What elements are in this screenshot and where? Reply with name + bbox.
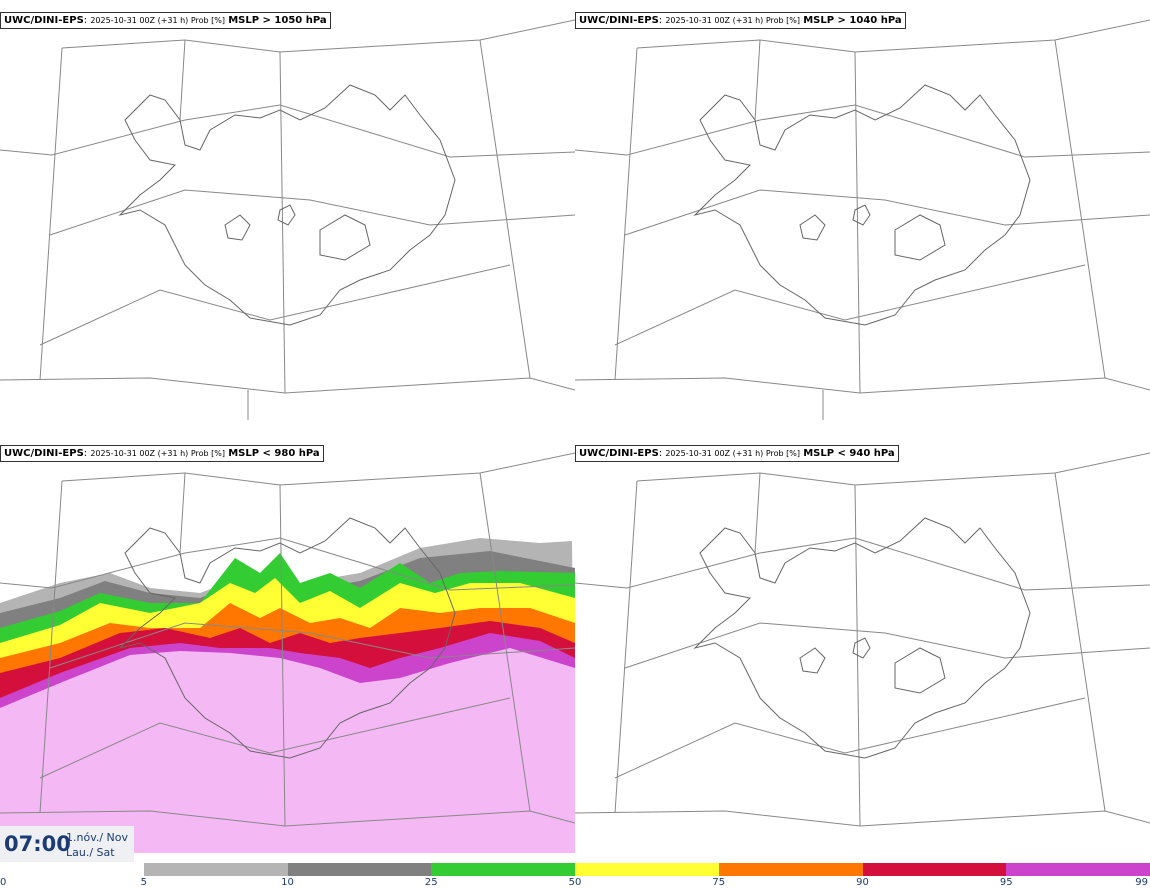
colorbar-tick-label: 0 bbox=[0, 877, 7, 888]
threshold-label: MSLP < 980 hPa bbox=[228, 448, 320, 459]
colorbar-segment bbox=[143, 863, 288, 876]
colorbar-segment bbox=[575, 863, 719, 876]
colorbar-segment bbox=[0, 863, 144, 876]
colorbar-tick-label: 75 bbox=[712, 877, 726, 888]
model-name: UWC/DINI-EPS bbox=[579, 448, 659, 459]
map-panel-mslp-1050: UWC/DINI-EPS: 2025-10-31 00Z (+31 h) Pro… bbox=[0, 0, 575, 430]
panel-title: UWC/DINI-EPS: 2025-10-31 00Z (+31 h) Pro… bbox=[0, 12, 331, 29]
colorbar-tick-label: 90 bbox=[856, 877, 869, 888]
map-canvas bbox=[0, 452, 575, 853]
colorbar-segment bbox=[431, 863, 575, 876]
colorbar-tick-label: 50 bbox=[568, 877, 582, 888]
run-info: 2025-10-31 00Z (+31 h) Prob [%] bbox=[90, 449, 226, 458]
run-info: 2025-10-31 00Z (+31 h) Prob [%] bbox=[665, 449, 801, 458]
threshold-label: MSLP < 940 hPa bbox=[803, 448, 895, 459]
probability-colorbar: 0 5 10 25 50 75 90 95 99 bbox=[0, 863, 1150, 891]
colorbar-segment bbox=[1006, 863, 1150, 876]
valid-time-box: 07:00 1.nóv./ Nov Lau./ Sat bbox=[0, 826, 134, 862]
run-info: 2025-10-31 00Z (+31 h) Prob [%] bbox=[665, 16, 801, 25]
colorbar-tick-label: 99 bbox=[1135, 877, 1148, 888]
model-name: UWC/DINI-EPS bbox=[4, 15, 84, 26]
colorbar-tick-label: 25 bbox=[424, 877, 438, 888]
valid-time: 07:00 bbox=[4, 832, 71, 856]
valid-date-line2: Lau./ Sat bbox=[66, 846, 115, 859]
panel-title: UWC/DINI-EPS: 2025-10-31 00Z (+31 h) Pro… bbox=[575, 445, 899, 462]
map-panel-mslp-1040: UWC/DINI-EPS: 2025-10-31 00Z (+31 h) Pro… bbox=[575, 0, 1150, 430]
valid-date-line1: 1.nóv./ Nov bbox=[66, 831, 129, 844]
colorbar-segment bbox=[718, 863, 863, 876]
model-name: UWC/DINI-EPS bbox=[4, 448, 84, 459]
map-panel-mslp-980: UWC/DINI-EPS: 2025-10-31 00Z (+31 h) Pro… bbox=[0, 433, 575, 863]
map-canvas bbox=[575, 452, 1150, 827]
colorbar-tick-label: 5 bbox=[140, 877, 147, 888]
probability-shading bbox=[0, 538, 575, 853]
map-canvas bbox=[575, 19, 1150, 420]
colorbar-tick-label: 10 bbox=[281, 877, 294, 888]
map-canvas bbox=[0, 19, 575, 420]
valid-date: 1.nóv./ Nov Lau./ Sat bbox=[66, 830, 128, 860]
threshold-label: MSLP > 1040 hPa bbox=[803, 15, 902, 26]
run-info: 2025-10-31 00Z (+31 h) Prob [%] bbox=[90, 16, 226, 25]
panel-title: UWC/DINI-EPS: 2025-10-31 00Z (+31 h) Pro… bbox=[0, 445, 324, 462]
colorbar-segment bbox=[862, 863, 1007, 876]
colorbar-tick-label: 95 bbox=[999, 877, 1013, 888]
map-panel-mslp-940: UWC/DINI-EPS: 2025-10-31 00Z (+31 h) Pro… bbox=[575, 433, 1150, 863]
model-name: UWC/DINI-EPS bbox=[579, 15, 659, 26]
panel-title: UWC/DINI-EPS: 2025-10-31 00Z (+31 h) Pro… bbox=[575, 12, 906, 29]
colorbar-segment bbox=[287, 863, 432, 876]
threshold-label: MSLP > 1050 hPa bbox=[228, 15, 327, 26]
